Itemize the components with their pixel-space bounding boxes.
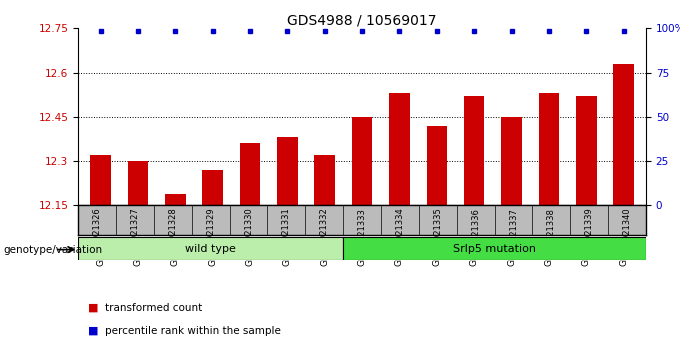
Text: GSM921336: GSM921336 [471, 208, 480, 259]
Bar [314, 155, 335, 205]
Bar [90, 155, 111, 205]
Text: wild type: wild type [185, 244, 236, 254]
Bar [277, 137, 298, 205]
Text: GSM921337: GSM921337 [509, 208, 518, 259]
Text: GSM921335: GSM921335 [433, 208, 442, 258]
Bar [464, 96, 484, 205]
Bar [539, 93, 559, 205]
Title: GDS4988 / 10569017: GDS4988 / 10569017 [288, 13, 437, 27]
Text: GSM921326: GSM921326 [92, 208, 101, 258]
Bar [389, 93, 410, 205]
Text: ■: ■ [88, 303, 99, 313]
Text: GSM921333: GSM921333 [358, 208, 367, 259]
Text: percentile rank within the sample: percentile rank within the sample [105, 326, 282, 336]
Bar [343, 237, 646, 260]
Text: Srlp5 mutation: Srlp5 mutation [453, 244, 536, 254]
Text: GSM921331: GSM921331 [282, 208, 291, 258]
Text: GSM921328: GSM921328 [169, 208, 177, 258]
Text: genotype/variation: genotype/variation [3, 245, 103, 255]
Bar [501, 117, 522, 205]
Text: GSM921339: GSM921339 [585, 208, 594, 258]
Bar [78, 237, 343, 260]
Bar [165, 194, 186, 205]
Bar [352, 117, 373, 205]
Bar [128, 161, 148, 205]
Text: GSM921327: GSM921327 [131, 208, 139, 258]
Text: GSM921338: GSM921338 [547, 208, 556, 259]
Bar [613, 64, 634, 205]
Text: GSM921332: GSM921332 [320, 208, 328, 258]
Bar [426, 126, 447, 205]
Text: GSM921330: GSM921330 [244, 208, 253, 258]
Text: GSM921329: GSM921329 [206, 208, 215, 258]
Text: ■: ■ [88, 326, 99, 336]
Text: GSM921334: GSM921334 [396, 208, 405, 258]
Bar [576, 96, 596, 205]
Bar [240, 143, 260, 205]
Text: transformed count: transformed count [105, 303, 203, 313]
Bar [203, 170, 223, 205]
Text: GSM921340: GSM921340 [623, 208, 632, 258]
